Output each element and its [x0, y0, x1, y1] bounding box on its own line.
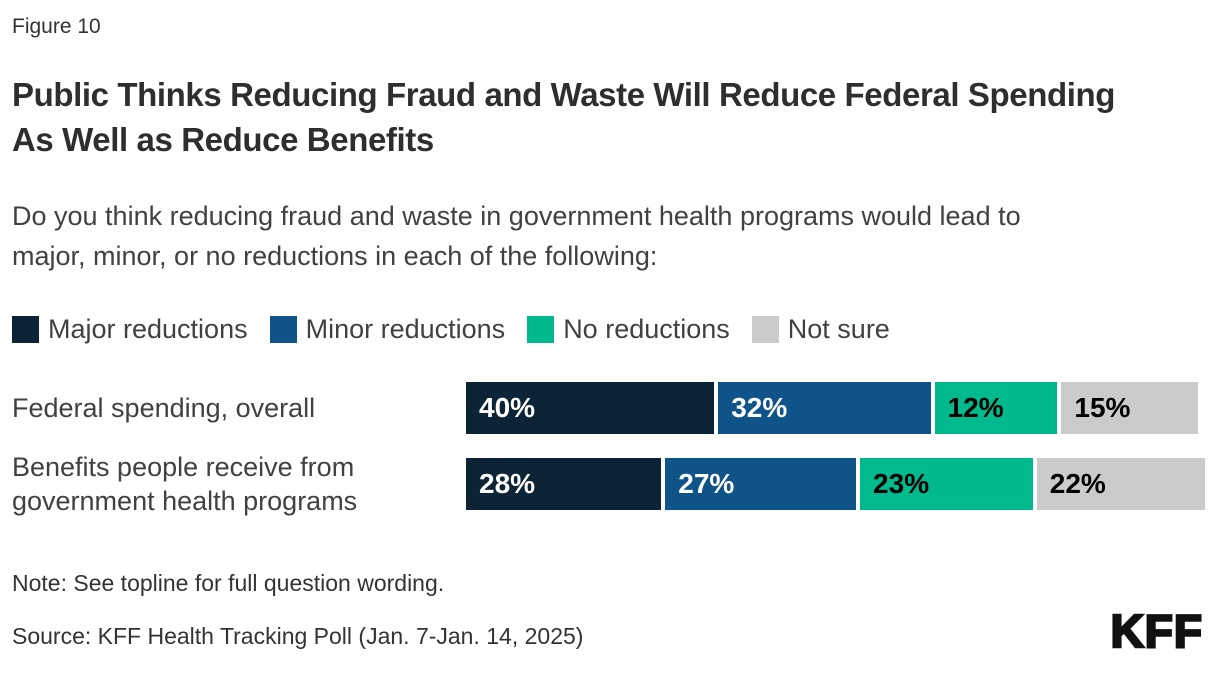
bar-segment-major-reductions: 40%	[466, 382, 715, 434]
legend-item-not-sure: Not sure	[751, 314, 890, 345]
legend-label-major-reductions: Major reductions	[48, 314, 248, 344]
legend-item-minor-reductions: Minor reductions	[269, 314, 506, 345]
bar-track-benefits-people-receive-from-government-health-programs: 28% 27% 23% 22%	[466, 458, 1205, 510]
bar-segment-not-sure: 15%	[1061, 382, 1198, 434]
bar-value-label: 23%	[873, 468, 930, 499]
chart-row-federal-spending-overall: Federal spending, overall 40% 32% 12% 15%	[12, 382, 1205, 434]
legend-label-minor-reductions: Minor reductions	[305, 314, 506, 344]
legend-label-no-reductions: No reductions	[563, 314, 730, 344]
bar-segment-not-sure: 22%	[1036, 458, 1205, 510]
bar-value-label: 22%	[1049, 468, 1106, 499]
legend-item-no-reductions: No reductions	[527, 314, 730, 345]
row-label-federal-spending-overall: Federal spending, overall	[12, 393, 316, 423]
bar-track-federal-spending-overall: 40% 32% 12% 15%	[466, 382, 1198, 434]
legend-swatch-no-reductions	[527, 316, 555, 343]
bar-value-label: 15%	[1074, 392, 1131, 423]
bar-segment-no-reductions: 23%	[860, 458, 1033, 510]
legend-swatch-major-reductions	[12, 316, 39, 343]
kff-logo: KFF	[1109, 605, 1203, 657]
bar-area-benefits-people-receive-from-government-health-programs: 28% 27% 23% 22%	[466, 458, 1205, 510]
note-text: Note: See topline for full question word…	[12, 570, 445, 596]
bar-segment-minor-reductions: 27%	[665, 458, 857, 510]
legend-label-not-sure: Not sure	[787, 314, 890, 344]
bar-value-label: 40%	[479, 392, 536, 423]
bar-segment-no-reductions: 12%	[934, 382, 1058, 434]
legend-swatch-not-sure	[751, 316, 779, 343]
legend-swatch-minor-reductions	[269, 316, 297, 343]
bar-value-label: 27%	[678, 468, 735, 499]
footer: Source: KFF Health Tracking Poll (Jan. 7…	[12, 605, 1205, 657]
row-label-benefits-people-receive-from-government-health-programs: Benefits people receive from government …	[12, 452, 358, 516]
source-text: Source: KFF Health Tracking Poll (Jan. 7…	[12, 623, 584, 649]
legend: Major reductions Minor reductions No reduc…	[12, 314, 1205, 345]
bar-area-federal-spending-overall: 40% 32% 12% 15%	[466, 382, 1205, 434]
bar-value-label: 28%	[479, 468, 536, 499]
bar-value-label: 12%	[947, 392, 1004, 423]
bar-value-label: 32%	[731, 392, 788, 423]
chart-title: Public Thinks Reducing Fraud and Waste W…	[12, 76, 1115, 158]
bar-segment-minor-reductions: 32%	[718, 382, 931, 434]
chart-subtitle-question: Do you think reducing fraud and waste in…	[12, 201, 1021, 271]
bar-segment-major-reductions: 28%	[466, 458, 662, 510]
legend-item-major-reductions: Major reductions	[12, 314, 248, 345]
figure-number: Figure 10	[12, 15, 101, 38]
stacked-bar-chart: Federal spending, overall 40% 32% 12% 15% Ben…	[12, 382, 1205, 516]
chart-row-benefits-people-receive-from-government-health-programs: Benefits people receive from government …	[12, 452, 1205, 516]
